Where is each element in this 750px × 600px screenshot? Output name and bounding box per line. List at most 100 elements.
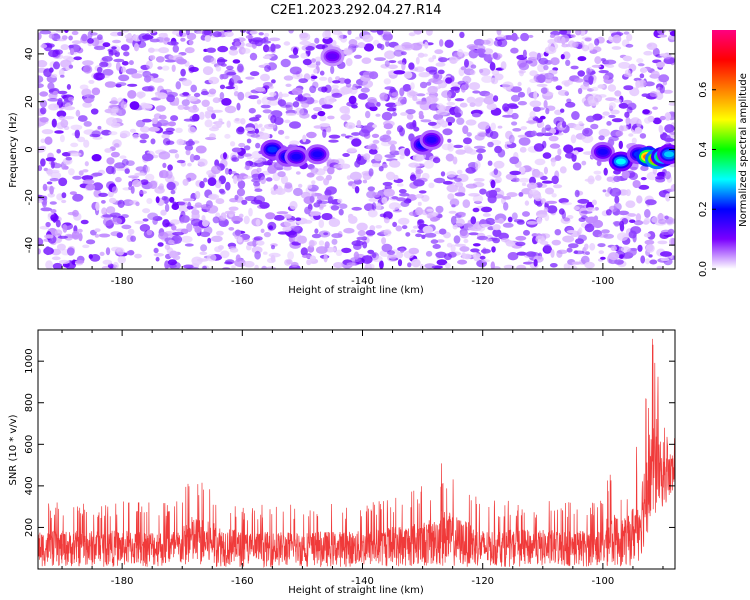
heatmap-speckle <box>410 229 417 233</box>
heatmap-speckle <box>459 102 468 108</box>
heatmap-speckle <box>111 186 118 194</box>
heatmap-speckle <box>89 133 101 138</box>
heatmap-speckle <box>516 251 527 256</box>
heatmap-speckle <box>461 252 467 259</box>
heatmap-speckle <box>214 180 222 189</box>
heatmap-speckle <box>181 235 193 243</box>
heatmap-speckle <box>115 62 121 71</box>
heatmap-speckle <box>606 64 615 68</box>
heatmap-speckle <box>177 201 189 206</box>
heatmap-speckle <box>510 86 522 93</box>
heatmap-speckle <box>460 84 466 93</box>
heatmap-speckle <box>83 97 93 104</box>
heatmap-speckle <box>446 101 456 106</box>
heatmap-speckle <box>438 57 448 63</box>
heatmap-speckle <box>237 91 245 101</box>
colorbar-axes: 0.0 0.2 0.4 0.6 <box>698 82 716 277</box>
heatmap-speckle <box>412 225 419 229</box>
heatmap-speckle <box>381 237 387 245</box>
heatmap-speckle <box>176 138 185 146</box>
heatmap-speckle <box>289 140 300 146</box>
heatmap-speckle <box>41 129 54 135</box>
heatmap-speckle <box>519 146 527 153</box>
heatmap-speckle <box>472 113 481 118</box>
heatmap-speckle <box>217 59 228 63</box>
heatmap-speckle <box>110 99 118 104</box>
heatmap-speckle <box>77 115 88 122</box>
heatmap-speckle <box>415 233 423 238</box>
heatmap-speckle <box>289 121 301 129</box>
heatmap-speckle <box>528 189 539 195</box>
heatmap-speckle <box>512 128 522 132</box>
heatmap-speckle <box>370 30 379 33</box>
heatmap-speckle <box>102 42 111 48</box>
heatmap-speckle <box>195 145 207 154</box>
heatmap-speckle <box>418 114 425 120</box>
heatmap-speckle <box>182 178 189 186</box>
heatmap-speckle <box>219 92 225 100</box>
heatmap-speckle <box>262 109 272 114</box>
heatmap-speckle <box>142 218 149 222</box>
heatmap-speckle <box>534 194 542 202</box>
heatmap-speckle <box>387 140 398 145</box>
heatmap-speckle <box>319 115 327 122</box>
heatmap-speckle <box>509 156 520 165</box>
heatmap-speckle <box>508 134 515 144</box>
heatmap-speckle <box>87 31 93 39</box>
heatmap-speckle <box>383 188 395 197</box>
x-tick-label: -180 <box>111 276 134 287</box>
heatmap-speckle <box>311 114 318 120</box>
heatmap-speckle <box>331 233 343 239</box>
heatmap-speckle <box>411 258 421 268</box>
heatmap-speckle <box>47 193 55 198</box>
heatmap-speckle <box>212 97 221 104</box>
heatmap-speckle <box>48 33 55 39</box>
heatmap-speckle <box>392 221 397 228</box>
heatmap-speckle <box>561 121 567 128</box>
y-tick-label: -20 <box>24 189 35 205</box>
heatmap-speckle <box>625 43 634 48</box>
heatmap-speckle <box>550 77 559 82</box>
heatmap-speckle <box>561 210 566 220</box>
heatmap-speckle <box>157 242 164 247</box>
heatmap-speckle <box>611 118 624 123</box>
heatmap-speckle <box>557 89 569 96</box>
heatmap-speckle <box>225 181 231 191</box>
heatmap-speckle <box>50 160 55 169</box>
heatmap-speckle <box>468 82 481 91</box>
heatmap-speckle <box>128 181 133 187</box>
heatmap-speckle <box>356 120 362 128</box>
heatmap-speckle <box>391 112 398 117</box>
heatmap-speckle <box>559 166 567 174</box>
heatmap-speckle <box>83 139 90 148</box>
heatmap-speckle <box>248 207 253 217</box>
heatmap-speckle <box>155 256 160 262</box>
heatmap-speckle <box>323 95 335 105</box>
heatmap-speckle <box>518 192 524 197</box>
heatmap-speckle <box>444 262 451 269</box>
heatmap-speckle <box>201 99 210 108</box>
heatmap-speckle <box>529 111 536 119</box>
heatmap-speckle <box>426 95 438 104</box>
heatmap-speckle <box>591 86 599 92</box>
heatmap-speckle <box>622 55 633 62</box>
heatmap-speckle <box>139 133 150 140</box>
heatmap-speckle <box>39 91 49 97</box>
heatmap-speckle <box>113 58 125 63</box>
heatmap-speckle <box>382 181 393 186</box>
heatmap-speckle <box>224 133 231 139</box>
heatmap-speckle <box>316 194 329 200</box>
heatmap-speckle <box>142 153 154 162</box>
heatmap-speckle <box>466 44 478 50</box>
heatmap-speckle <box>541 180 554 184</box>
heatmap-speckle <box>86 239 96 245</box>
heatmap-speckle <box>73 56 82 61</box>
heatmap-speckle <box>428 182 435 189</box>
heatmap-speckle <box>545 200 558 204</box>
heatmap-speckle <box>234 117 240 122</box>
heatmap-speckle <box>597 84 605 89</box>
heatmap-speckle <box>376 30 384 35</box>
heatmap-speckle <box>211 113 216 120</box>
heatmap-speckle <box>492 224 501 231</box>
heatmap-speckle <box>417 201 422 206</box>
